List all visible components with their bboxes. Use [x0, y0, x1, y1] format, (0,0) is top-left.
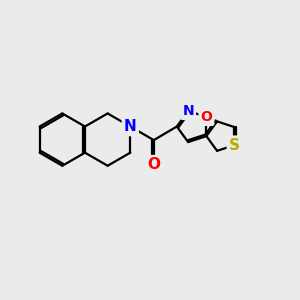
- Text: N: N: [124, 119, 136, 134]
- Text: O: O: [147, 157, 160, 172]
- Text: N: N: [182, 104, 194, 118]
- Text: S: S: [229, 138, 240, 153]
- Text: O: O: [200, 110, 212, 124]
